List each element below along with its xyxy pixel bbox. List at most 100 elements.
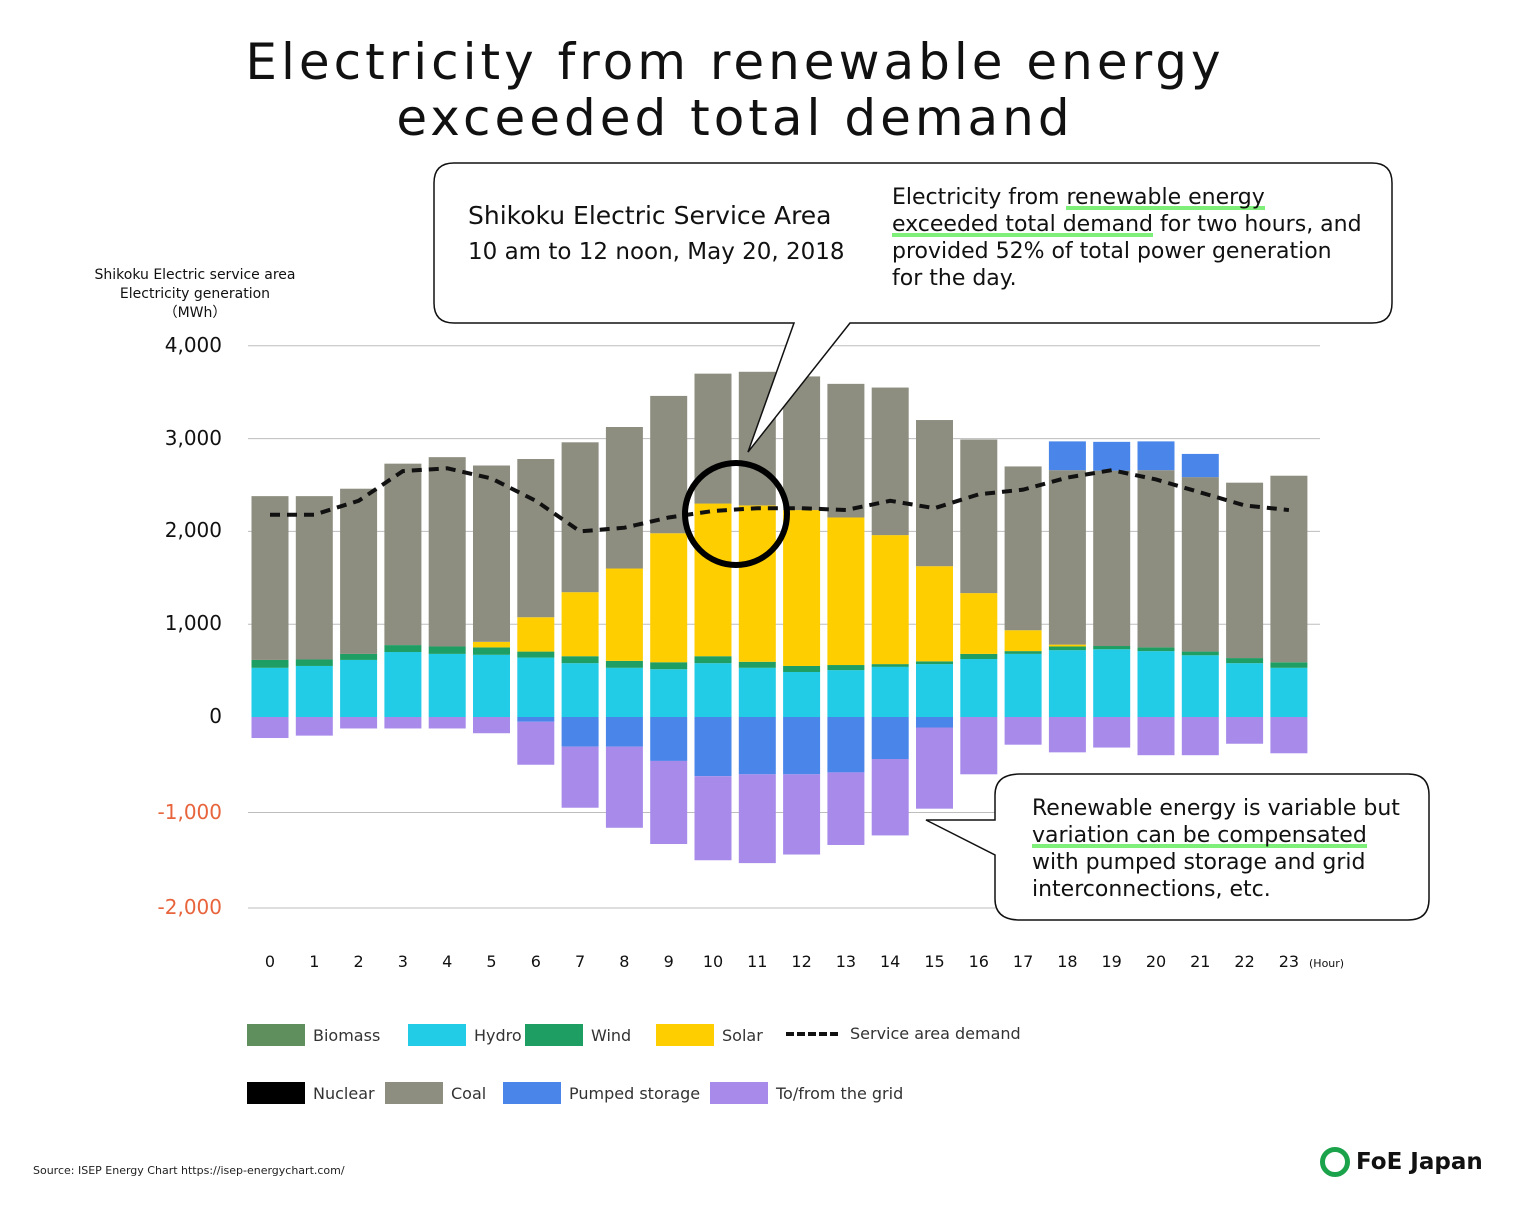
highlight-circle xyxy=(682,460,790,568)
callout-heading: Shikoku Electric Service Area xyxy=(468,201,832,230)
legend-swatch xyxy=(408,1024,466,1046)
bar-segment-hydro xyxy=(251,667,289,717)
bar-segment-to-from-the-grid xyxy=(827,772,865,845)
x-tick-label: 18 xyxy=(1057,952,1078,971)
bar-segment-solar xyxy=(517,617,555,652)
bar-segment-hydro xyxy=(738,667,776,717)
bar-segment-to-from-the-grid xyxy=(473,717,510,734)
y-tick-label: 3,000 xyxy=(164,425,222,450)
x-tick-label: 8 xyxy=(619,952,630,971)
bar-segment-wind xyxy=(1137,647,1175,652)
bar-segment-to-from-the-grid xyxy=(428,717,466,729)
bar-segment-hydro xyxy=(561,663,599,717)
bar-segment-to-from-the-grid xyxy=(384,717,422,729)
bar-segment-to-from-the-grid xyxy=(340,717,378,729)
legend-swatch xyxy=(385,1082,443,1104)
y-axis-label-line: （MWh） xyxy=(163,305,227,321)
bar-segment-to-from-the-grid xyxy=(1270,717,1308,754)
callout-bottom: Renewable energy is variable but variati… xyxy=(1032,795,1412,903)
bar-segment-to-from-the-grid xyxy=(517,721,555,765)
bar-segment-pumped-storage xyxy=(694,717,732,777)
bar-segment-to-from-the-grid xyxy=(1181,717,1219,756)
bar-segment-to-from-the-grid xyxy=(960,717,998,775)
title-line-1: Electricity from renewable energy xyxy=(245,33,1225,91)
bar-segment-hydro xyxy=(473,654,510,717)
legend-label: Biomass xyxy=(313,1025,381,1045)
bar-segment-coal xyxy=(871,387,909,536)
bar-segment-solar xyxy=(871,535,909,665)
bar-segment-wind xyxy=(1093,646,1131,650)
legend-label: Pumped storage xyxy=(569,1083,701,1103)
bar-segment-solar xyxy=(916,566,953,662)
bar-segment-hydro xyxy=(650,669,688,717)
bar-segment-wind xyxy=(340,653,378,660)
bar-segment-pumped-storage xyxy=(1181,453,1219,478)
bar-segment-coal xyxy=(1226,482,1264,659)
legend-swatch xyxy=(503,1082,561,1104)
legend-item: Wind xyxy=(525,1024,631,1046)
bar-segment-hydro xyxy=(428,653,466,717)
x-tick-label: 3 xyxy=(397,952,408,971)
legend-swatch xyxy=(710,1082,768,1104)
bar-segment-to-from-the-grid xyxy=(605,746,643,828)
bar-segment-pumped-storage xyxy=(871,717,909,760)
legend-item: Service area demand xyxy=(786,1024,1021,1043)
x-tick-label: 14 xyxy=(880,952,901,971)
x-tick-label: 21 xyxy=(1190,952,1211,971)
bar-segment-to-from-the-grid xyxy=(1137,717,1175,756)
bar-segment-wind xyxy=(1226,658,1264,664)
bar-segment-pumped-storage xyxy=(605,717,643,747)
bar-segment-hydro xyxy=(340,659,378,717)
bar-segment-wind xyxy=(871,664,909,667)
legend-item: Solar xyxy=(656,1024,763,1046)
bar-segment-hydro xyxy=(1093,649,1131,717)
bar-segment-wind xyxy=(384,645,422,653)
legend-item: To/from the grid xyxy=(710,1082,903,1104)
bar-segment-to-from-the-grid xyxy=(783,774,821,855)
x-axis-unit: (Hour) xyxy=(1309,957,1345,970)
x-tick-label: 2 xyxy=(353,952,364,971)
legend-swatch xyxy=(656,1024,714,1046)
bar-segment-coal xyxy=(605,427,643,569)
bar-segment-solar xyxy=(738,505,776,662)
bar-segment-to-from-the-grid xyxy=(1004,717,1042,745)
bar-segment-solar xyxy=(561,592,599,657)
x-tick-label: 9 xyxy=(663,952,674,971)
bar-segment-hydro xyxy=(871,666,909,717)
bar-segment-to-from-the-grid xyxy=(738,774,776,864)
text: Electricity from xyxy=(892,185,1067,210)
legend-item: Coal xyxy=(385,1082,486,1104)
bar-segment-solar xyxy=(650,533,688,663)
bar-segment-pumped-storage xyxy=(650,717,688,761)
legend-dash-line-icon xyxy=(786,1031,838,1036)
bar-segment-wind xyxy=(1004,651,1042,654)
bar-segment-coal xyxy=(650,395,688,534)
bar-segment-coal xyxy=(1048,470,1086,645)
x-tick-label: 19 xyxy=(1101,952,1122,971)
y-tick-label: 0 xyxy=(209,704,222,728)
bar-segment-to-from-the-grid xyxy=(295,717,333,736)
callout-top-left: Shikoku Electric Service Area 10 am to 1… xyxy=(468,200,845,268)
legend-swatch xyxy=(525,1024,583,1046)
demand-line xyxy=(270,466,1290,534)
y-tick-label: 2,000 xyxy=(164,518,222,543)
callout-date: 10 am to 12 noon, May 20, 2018 xyxy=(468,239,845,265)
x-tick-label: 16 xyxy=(968,952,989,971)
highlighted-text: variation can be compensated xyxy=(1032,823,1367,848)
bar-segment-coal xyxy=(517,459,555,618)
bar-segment-hydro xyxy=(1270,667,1308,717)
bar-segment-coal xyxy=(960,439,998,594)
bar-segment-coal xyxy=(473,465,510,642)
bar-segment-coal xyxy=(916,420,953,567)
y-tick-label: 1,000 xyxy=(164,611,222,636)
bar-segment-to-from-the-grid xyxy=(694,776,732,861)
legend-label: Wind xyxy=(591,1025,632,1045)
text: for two hours, and provided 52% of total… xyxy=(892,212,1362,291)
bar-segment-hydro xyxy=(916,664,953,717)
x-tick-label: 1 xyxy=(309,952,320,971)
bar-segment-wind xyxy=(1048,646,1086,651)
x-tick-label: 12 xyxy=(791,952,812,971)
bar-segment-wind xyxy=(916,661,953,665)
bar-segment-pumped-storage xyxy=(827,717,865,773)
bar-segment-hydro xyxy=(1226,663,1264,717)
